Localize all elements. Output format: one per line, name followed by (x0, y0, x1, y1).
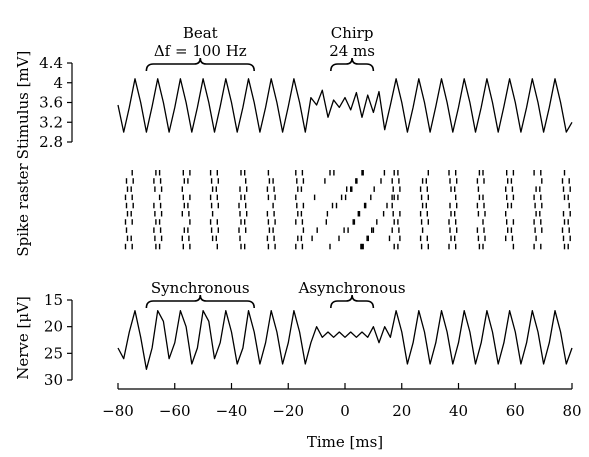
nerve-y-tick-label-1: 20 (44, 318, 63, 336)
x-tick-label-8: 80 (562, 402, 581, 420)
stimulus-y-tick-label-3: 4 (53, 74, 63, 92)
raster-ylabel: Spike raster (14, 163, 32, 257)
stimulus-y-tick-label-1: 3.2 (39, 113, 63, 131)
x-tick-label-2: −40 (216, 402, 248, 420)
x-tick-label-6: 40 (449, 402, 468, 420)
x-tick-label-1: −60 (159, 402, 191, 420)
x-tick-label-7: 60 (506, 402, 525, 420)
nerve-ylabel: Nerve [μV] (14, 296, 32, 380)
stimulus-y-tick-label-4: 4.4 (39, 54, 63, 72)
nerve-y-tick-label-0: 15 (44, 291, 63, 309)
nerve-annot-brace-1 (330, 294, 375, 309)
raster-panel: Spike raster (14, 163, 571, 257)
nerve-annot-label-1-0: Asynchronous (298, 279, 406, 297)
x-tick-label-5: 20 (392, 402, 411, 420)
stimulus-y-ticks: 2.8 3.23.6 4 4.4 (39, 54, 72, 151)
stimulus-annot-brace-0 (145, 57, 255, 72)
nerve-y-tick-label-2: 25 (44, 344, 63, 362)
stimulus-ylabel: Stimulus [mV] (14, 51, 32, 160)
stimulus-annot-brace-1 (330, 57, 375, 72)
stimulus-annot-label-1-0: Chirp (331, 24, 374, 42)
nerve-annot-brace-0 (145, 294, 255, 309)
stimulus-trace (117, 78, 573, 133)
stimulus-annot-label-1-1: 24 ms (329, 42, 375, 60)
nerve-annotations: Synchronous Asynchronous (145, 279, 406, 309)
nerve-y-tick-label-3: 30 (44, 371, 63, 389)
nerve-panel: Nerve [μV] 15 20 25 30 −80 −60 −40 −20 0 20 40 60 8… (14, 279, 582, 451)
x-tick-label-0: −80 (102, 402, 134, 420)
x-tick-label-3: −20 (272, 402, 304, 420)
stimulus-y-tick-label-2: 3.6 (39, 94, 63, 112)
stimulus-annot-label-0-0: Beat (183, 24, 218, 42)
x-ticks: −80 −60 −40 −20 0 20 40 60 80 (102, 383, 582, 420)
nerve-annot-label-0-0: Synchronous (151, 279, 250, 297)
x-tick-label-4: 0 (340, 402, 350, 420)
nerve-trace (117, 310, 573, 370)
stimulus-y-tick-label-0: 2.8 (39, 133, 63, 151)
x-axis-title: Time [ms] (307, 433, 383, 451)
nerve-y-ticks: 15 20 25 30 (44, 291, 72, 389)
stimulus-annot-label-0-1: Δf = 100 Hz (154, 42, 247, 60)
spike-raster (124, 170, 571, 250)
